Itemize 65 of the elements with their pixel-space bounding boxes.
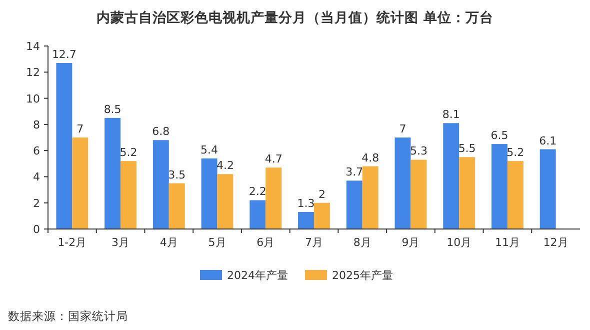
- data-label: 5.5: [458, 142, 476, 156]
- data-label: 3.7: [346, 166, 364, 179]
- x-tick-label: 3月: [112, 236, 130, 249]
- data-label: 2.2: [248, 185, 266, 198]
- bar: [104, 118, 121, 229]
- bar: [201, 158, 218, 229]
- data-label: 12.7: [52, 48, 76, 61]
- x-tick-label: 11月: [494, 236, 520, 249]
- data-label: 6.5: [490, 129, 508, 142]
- bar: [362, 166, 378, 229]
- bar: [410, 160, 427, 229]
- data-label: 8.5: [104, 102, 122, 116]
- data-label: 2: [318, 188, 326, 201]
- bar: [56, 62, 72, 229]
- bar: [298, 212, 314, 229]
- bar: [120, 161, 137, 229]
- y-tick-label: 4: [33, 170, 40, 184]
- y-tick-label: 8: [33, 118, 40, 132]
- x-tick-label: 1-2月: [58, 236, 87, 249]
- bar: [507, 161, 524, 229]
- x-tick-label: 12月: [543, 236, 568, 249]
- bar: [72, 138, 88, 229]
- data-label: 4.8: [362, 151, 380, 164]
- bar: [346, 180, 362, 229]
- data-label: 5.2: [506, 146, 524, 160]
- data-label: 4.2: [216, 159, 234, 172]
- chart-title: 内蒙古自治区彩色电视机产量分月（当月值）统计图 单位：万台: [96, 9, 494, 26]
- x-tick-label: 9月: [402, 236, 420, 249]
- bar: [459, 157, 476, 229]
- bar: [250, 200, 266, 229]
- legend-label: 2025年产量: [332, 269, 393, 282]
- y-tick-label: 6: [33, 144, 40, 158]
- data-label: 7: [76, 122, 84, 136]
- y-tick-label: 10: [26, 92, 40, 106]
- bar: [443, 123, 460, 229]
- data-label: 5.2: [120, 146, 138, 160]
- x-tick-label: 5月: [208, 236, 226, 249]
- x-tick-label: 8月: [353, 236, 372, 249]
- source-note: 数据来源：国家统计局: [8, 309, 128, 323]
- data-label: 4.7: [264, 152, 282, 166]
- bar: [168, 183, 185, 229]
- bar: [266, 168, 282, 229]
- bar: [491, 144, 508, 229]
- x-tick-label: 10月: [446, 236, 472, 249]
- x-tick-label: 6月: [256, 236, 275, 249]
- y-tick-label: 14: [26, 40, 40, 53]
- y-tick-label: 0: [33, 223, 40, 236]
- bar: [217, 174, 234, 229]
- y-tick-label: 2: [33, 196, 40, 210]
- x-tick-label: 4月: [160, 236, 178, 249]
- data-label: 1.3: [297, 197, 315, 210]
- y-tick-label: 12: [26, 66, 40, 80]
- x-tick-label: 7月: [305, 236, 323, 249]
- data-label: 8.1: [442, 108, 460, 122]
- data-label: 5.4: [200, 143, 218, 156]
- data-label: 7: [399, 122, 406, 136]
- data-label: 3.5: [168, 168, 186, 182]
- legend-label: 2024年产量: [227, 269, 288, 282]
- data-label: 6.1: [539, 134, 557, 148]
- bar: [152, 140, 169, 229]
- data-label: 5.3: [410, 144, 428, 158]
- data-label: 6.8: [152, 125, 170, 138]
- bar: [540, 149, 556, 229]
- bar: [314, 202, 330, 229]
- bar: [394, 138, 411, 229]
